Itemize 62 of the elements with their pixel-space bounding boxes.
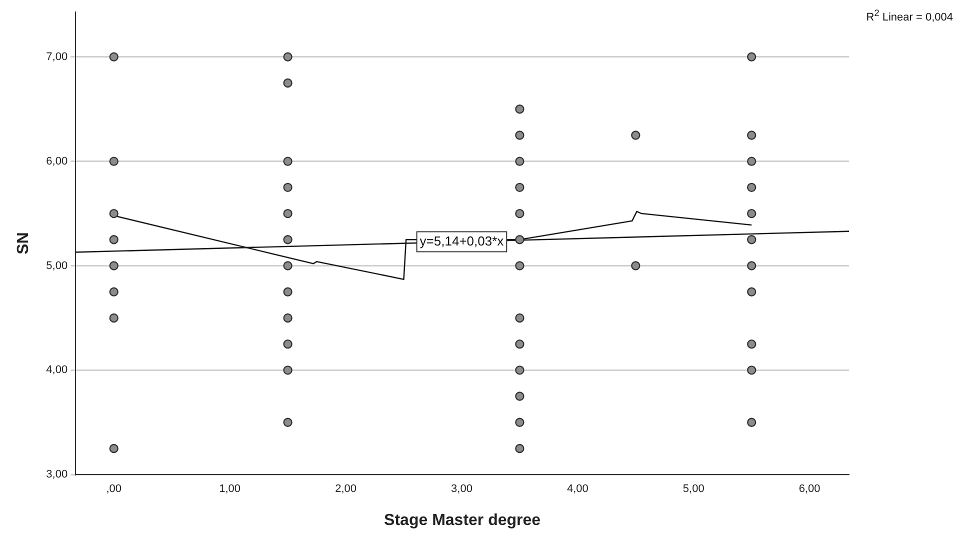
point bbox=[747, 182, 756, 192]
point bbox=[515, 182, 524, 192]
point bbox=[747, 287, 756, 296]
point bbox=[109, 287, 118, 296]
point bbox=[109, 156, 118, 166]
point bbox=[283, 78, 292, 88]
point bbox=[515, 261, 524, 270]
x-tick-label: 5,00 bbox=[682, 483, 704, 496]
point bbox=[283, 156, 292, 166]
point bbox=[283, 261, 292, 270]
point bbox=[747, 156, 756, 166]
point bbox=[747, 418, 756, 427]
annotation: y=5,14+0,03*x bbox=[420, 233, 504, 248]
point bbox=[283, 235, 292, 244]
point bbox=[515, 130, 524, 140]
point bbox=[515, 156, 524, 166]
point bbox=[283, 52, 292, 62]
point bbox=[515, 339, 524, 349]
point bbox=[515, 418, 524, 427]
point bbox=[515, 208, 524, 218]
y-tick-label: 4,00 bbox=[46, 364, 68, 376]
y-tick-label: 5,00 bbox=[46, 260, 68, 272]
point bbox=[747, 208, 756, 218]
point bbox=[515, 104, 524, 114]
point bbox=[747, 52, 756, 62]
y-tick-label: 3,00 bbox=[46, 468, 68, 481]
point bbox=[747, 339, 756, 349]
point bbox=[109, 444, 118, 454]
point bbox=[283, 208, 292, 218]
point bbox=[283, 182, 292, 192]
point bbox=[109, 261, 118, 270]
point bbox=[515, 313, 524, 323]
text: R$^{2}$ Linear = 0,004 bbox=[866, 8, 953, 24]
point bbox=[283, 339, 292, 349]
y-tick-label: 6,00 bbox=[46, 155, 68, 168]
x-tick-label: 1,00 bbox=[219, 483, 241, 496]
point bbox=[109, 52, 118, 62]
x-tick-label: 2,00 bbox=[335, 483, 356, 496]
point bbox=[109, 208, 118, 218]
x-tick-label: 3,00 bbox=[451, 483, 472, 496]
x-tick-label: ,00 bbox=[106, 483, 122, 496]
point bbox=[283, 287, 292, 296]
point bbox=[747, 261, 756, 270]
y-axis-title: SN bbox=[15, 232, 32, 254]
point bbox=[283, 366, 292, 375]
x-tick-label: 6,00 bbox=[798, 483, 820, 496]
point bbox=[747, 130, 756, 140]
x-tick-label: 4,00 bbox=[566, 483, 588, 496]
point bbox=[515, 235, 524, 244]
point bbox=[283, 418, 292, 427]
point bbox=[747, 366, 756, 375]
point bbox=[515, 444, 524, 454]
point bbox=[747, 235, 756, 244]
point bbox=[515, 392, 524, 401]
point bbox=[515, 366, 524, 375]
point bbox=[631, 261, 640, 270]
y-tick-label: 7,00 bbox=[46, 50, 68, 63]
point bbox=[109, 235, 118, 244]
x-axis-title: Stage Master degree bbox=[384, 512, 541, 529]
point bbox=[631, 130, 640, 140]
point bbox=[283, 313, 292, 323]
point bbox=[109, 313, 118, 323]
